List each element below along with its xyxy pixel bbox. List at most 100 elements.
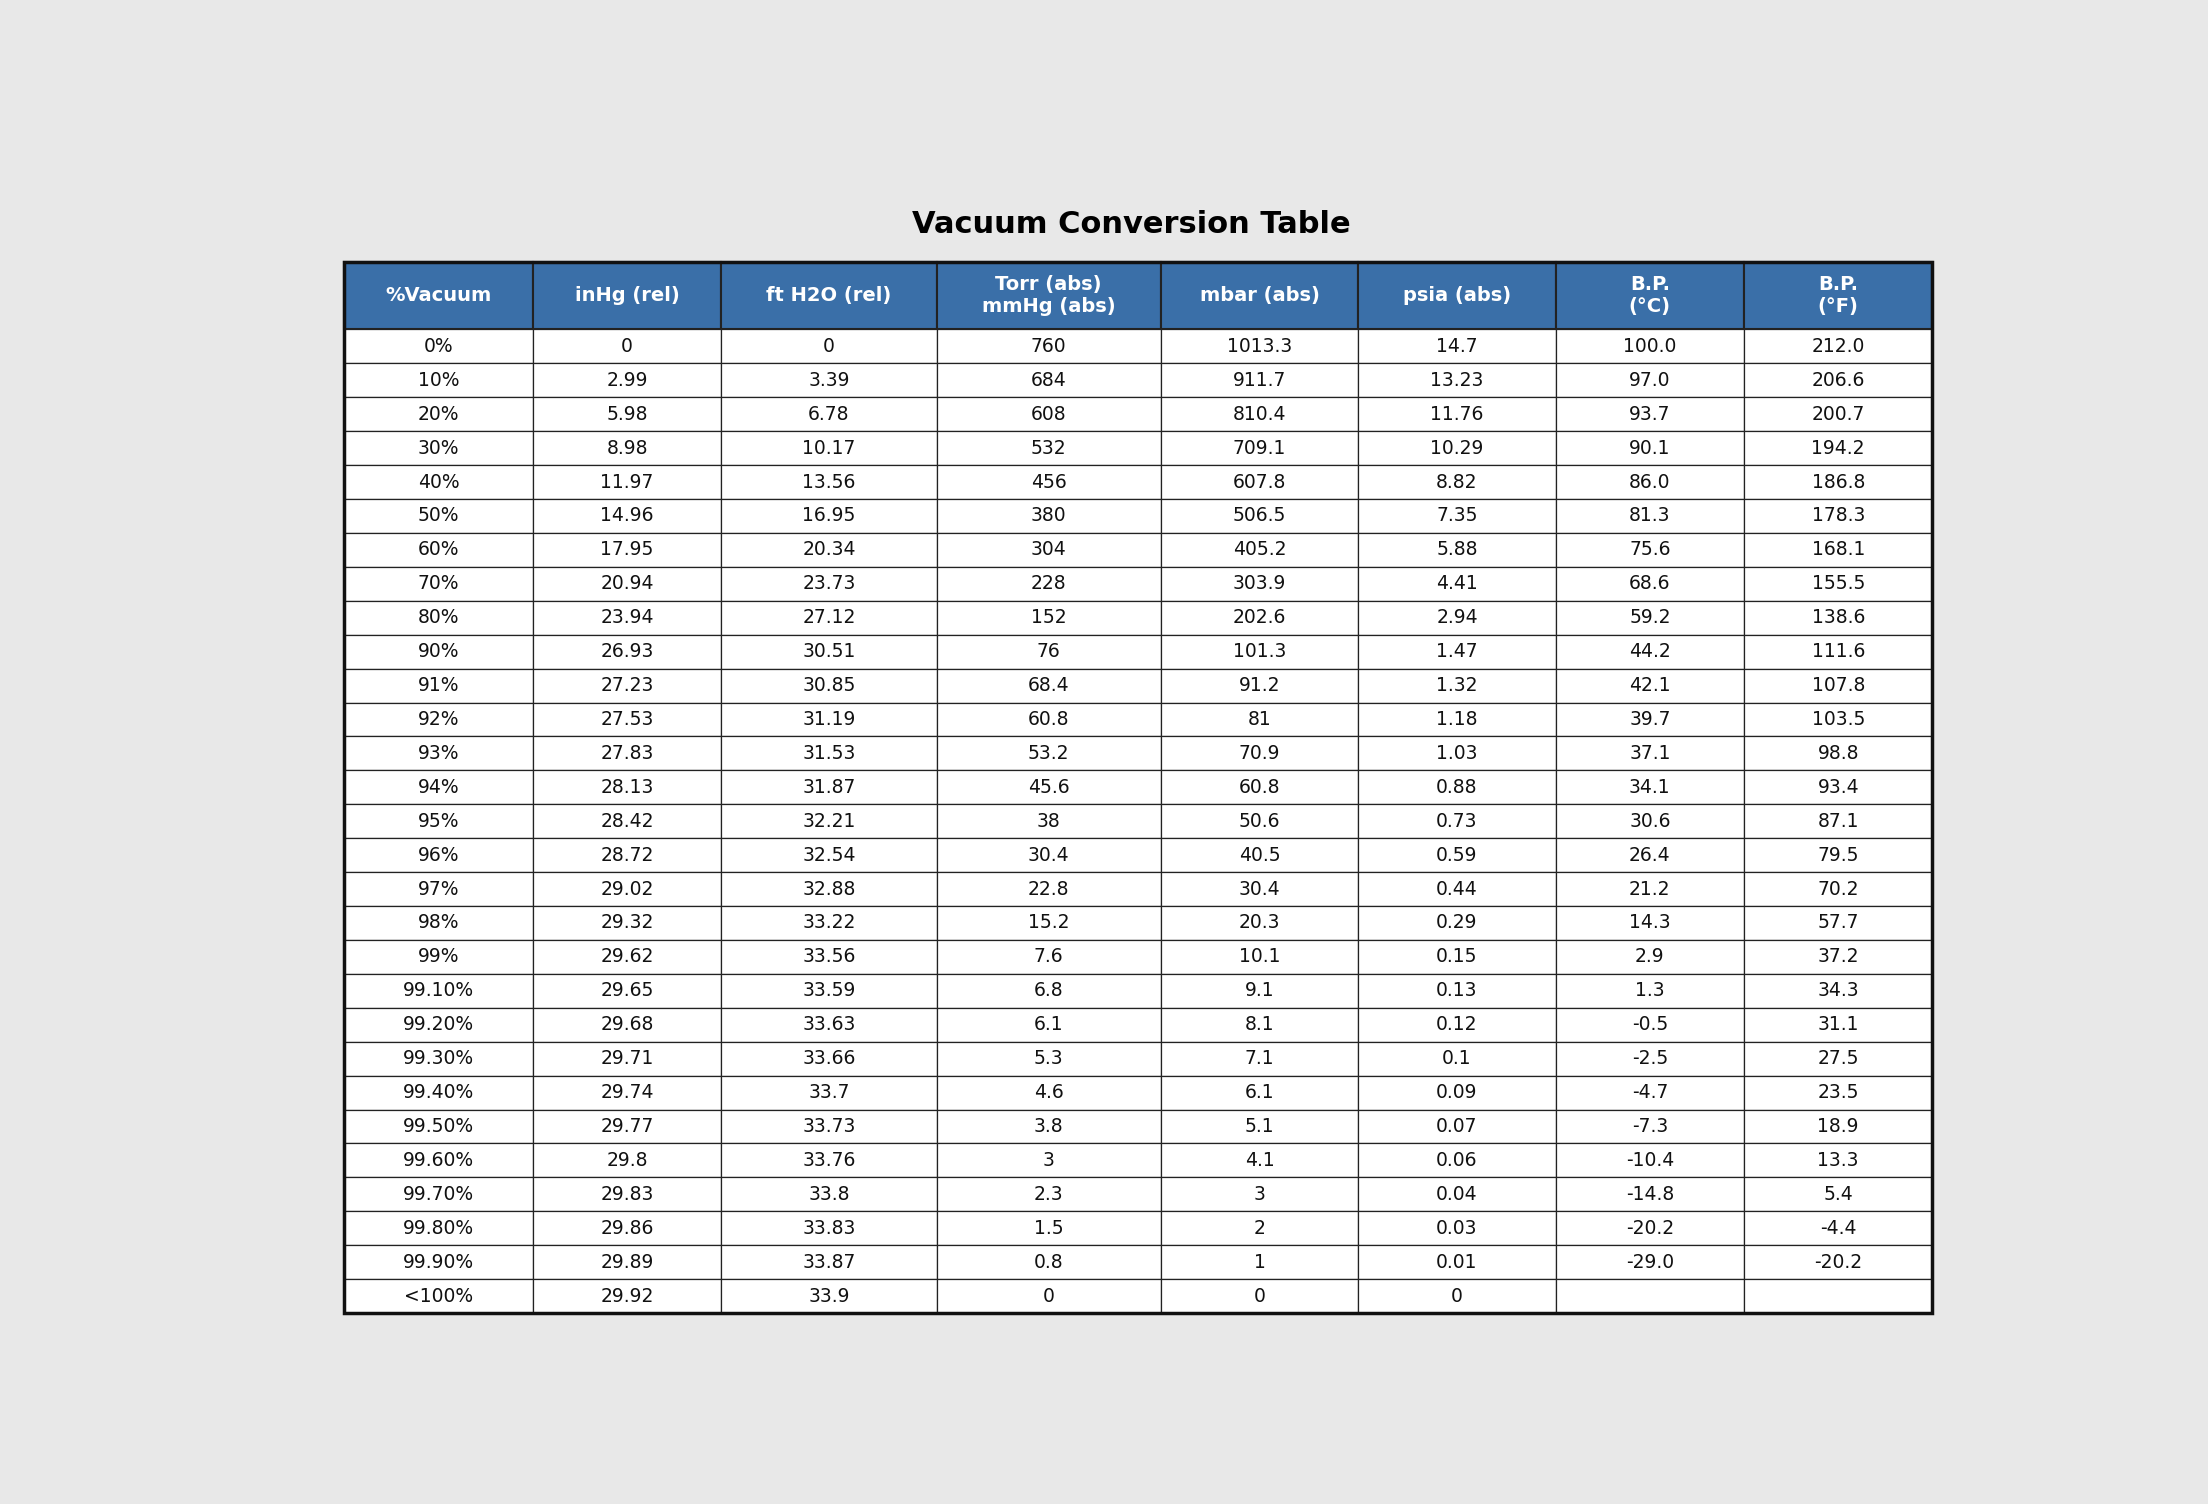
Text: 33.9: 33.9 (808, 1286, 850, 1305)
Text: 97.0: 97.0 (1630, 371, 1671, 390)
Bar (1557, 1008, 1744, 1042)
Text: 0%: 0% (424, 337, 453, 356)
Bar (1557, 737, 1744, 770)
Bar (1744, 1280, 1932, 1313)
Bar (532, 770, 722, 805)
Bar (344, 465, 532, 499)
Text: 28.72: 28.72 (601, 845, 654, 865)
Bar (1161, 499, 1358, 532)
Text: 68.4: 68.4 (1029, 677, 1069, 695)
Bar (936, 1110, 1161, 1143)
Bar (1161, 1245, 1358, 1280)
Bar (1744, 262, 1932, 329)
Text: 33.63: 33.63 (802, 1015, 857, 1035)
Text: 911.7: 911.7 (1232, 371, 1287, 390)
Text: 4.6: 4.6 (1033, 1083, 1064, 1102)
Text: 98.8: 98.8 (1817, 744, 1859, 763)
Text: 0.06: 0.06 (1435, 1151, 1477, 1170)
Bar (1557, 465, 1744, 499)
Text: 60.8: 60.8 (1239, 778, 1281, 797)
Text: 380: 380 (1031, 507, 1066, 525)
Bar (936, 600, 1161, 635)
Bar (532, 805, 722, 838)
Bar (1358, 499, 1557, 532)
Text: 13.3: 13.3 (1817, 1151, 1859, 1170)
Bar (1358, 1075, 1557, 1110)
Text: 60.8: 60.8 (1029, 710, 1069, 729)
Bar (532, 1143, 722, 1178)
Bar (1358, 397, 1557, 432)
Text: 99.20%: 99.20% (404, 1015, 475, 1035)
Bar (722, 702, 936, 737)
Text: 26.4: 26.4 (1630, 845, 1671, 865)
Text: 29.92: 29.92 (601, 1286, 654, 1305)
Bar (936, 1008, 1161, 1042)
Bar (344, 600, 532, 635)
Text: 30.6: 30.6 (1630, 812, 1671, 830)
Text: 11.76: 11.76 (1431, 405, 1484, 424)
Bar (936, 702, 1161, 737)
Bar (1161, 1042, 1358, 1075)
Text: 90.1: 90.1 (1630, 439, 1671, 457)
Bar (722, 1280, 936, 1313)
Text: 33.83: 33.83 (802, 1218, 857, 1238)
Text: 81.3: 81.3 (1630, 507, 1671, 525)
Text: 33.76: 33.76 (802, 1151, 857, 1170)
Bar (722, 1110, 936, 1143)
Text: 30.85: 30.85 (802, 677, 857, 695)
Bar (1358, 1178, 1557, 1211)
Text: 3: 3 (1254, 1185, 1265, 1203)
Text: 29.71: 29.71 (601, 1050, 654, 1068)
Bar (1744, 1008, 1932, 1042)
Bar (1358, 702, 1557, 737)
Bar (344, 532, 532, 567)
Text: -7.3: -7.3 (1632, 1117, 1667, 1136)
Bar (532, 838, 722, 872)
Bar (936, 364, 1161, 397)
Text: 5.3: 5.3 (1033, 1050, 1064, 1068)
Bar (532, 702, 722, 737)
Text: 1: 1 (1254, 1253, 1265, 1272)
Text: 1.18: 1.18 (1435, 710, 1477, 729)
Text: 14.7: 14.7 (1435, 337, 1477, 356)
Bar (344, 975, 532, 1008)
Text: 5.88: 5.88 (1435, 540, 1477, 559)
Bar (1161, 872, 1358, 905)
Bar (722, 1178, 936, 1211)
Text: 1.32: 1.32 (1435, 677, 1477, 695)
Bar (722, 532, 936, 567)
Bar (936, 1178, 1161, 1211)
Bar (1744, 770, 1932, 805)
Text: 5.98: 5.98 (607, 405, 647, 424)
Text: 202.6: 202.6 (1232, 608, 1287, 627)
Text: 97%: 97% (417, 880, 459, 898)
Bar (1744, 329, 1932, 364)
Text: 99.70%: 99.70% (404, 1185, 475, 1203)
Text: 28.42: 28.42 (601, 812, 654, 830)
Bar (1557, 1075, 1744, 1110)
Bar (936, 329, 1161, 364)
Bar (1744, 567, 1932, 600)
Text: 0.8: 0.8 (1033, 1253, 1064, 1272)
Text: 33.56: 33.56 (802, 948, 857, 967)
Bar (936, 770, 1161, 805)
Text: 29.89: 29.89 (601, 1253, 654, 1272)
Text: 1.47: 1.47 (1435, 642, 1477, 662)
Bar (1358, 600, 1557, 635)
Bar (1161, 567, 1358, 600)
Text: 138.6: 138.6 (1811, 608, 1866, 627)
Bar (1161, 262, 1358, 329)
Bar (1557, 397, 1744, 432)
Bar (936, 262, 1161, 329)
Text: 31.19: 31.19 (802, 710, 857, 729)
Bar (1358, 940, 1557, 975)
Text: 1.3: 1.3 (1634, 981, 1665, 1000)
Text: 0.03: 0.03 (1435, 1218, 1477, 1238)
Bar (1744, 1245, 1932, 1280)
Text: inHg (rel): inHg (rel) (574, 286, 680, 305)
Bar (344, 567, 532, 600)
Bar (1557, 567, 1744, 600)
Bar (344, 329, 532, 364)
Text: 23.5: 23.5 (1817, 1083, 1859, 1102)
Text: 75.6: 75.6 (1630, 540, 1671, 559)
